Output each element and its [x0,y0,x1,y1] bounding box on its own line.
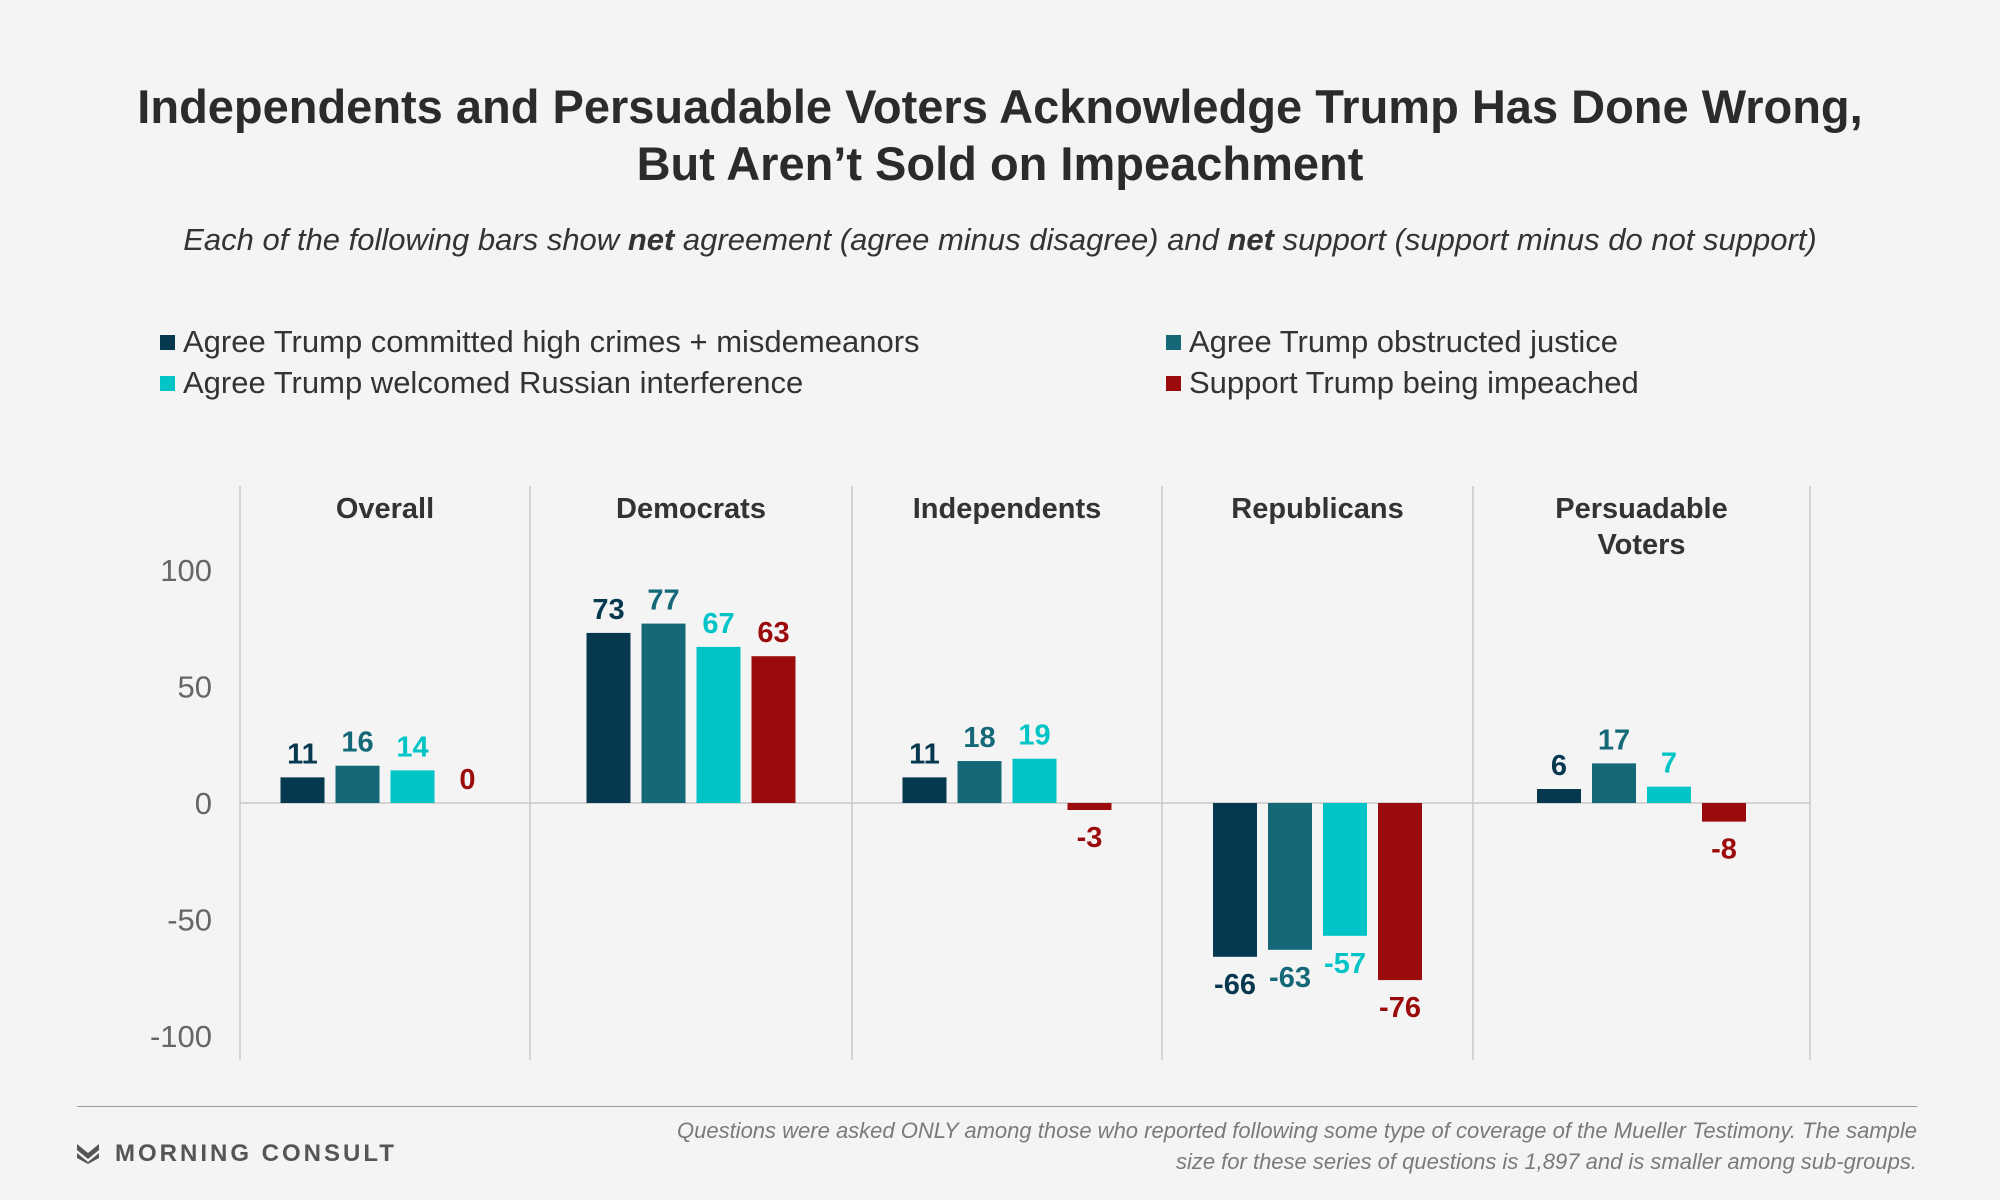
data-label: -66 [1214,969,1256,1001]
data-label: 17 [1598,724,1630,756]
bar [390,770,435,803]
data-label: 0 [459,764,475,796]
bar [1592,763,1636,803]
subtitle-bold-1: net [627,222,675,257]
legend-item-high-crimes: Agree Trump committed high crimes + misd… [160,324,920,360]
bar [957,761,1002,803]
legend-label-obstructed-justice: Agree Trump obstructed justice [1189,324,1619,359]
legend-swatch-high-crimes [160,334,175,350]
subtitle-part-3: support (support minus do not support) [1273,222,1817,257]
data-label: 11 [287,738,318,770]
footer-divider [77,1106,1917,1107]
bar [1213,803,1257,957]
y-tick-label: 0 [195,786,212,821]
y-tick-label: 50 [178,670,212,705]
data-label: 11 [909,738,940,770]
legend-swatch-impeached [1166,375,1181,391]
data-label: 63 [757,617,789,649]
data-label: 6 [1551,750,1567,782]
category-label: Republicans [1231,493,1403,525]
logo-text: MORNING CONSULT [115,1140,397,1167]
category-label: Independents [913,493,1102,525]
chart-title-line-2: But Aren’t Sold on Impeachment [636,137,1364,190]
bar [1012,758,1057,803]
footnote-line-1: Questions were asked ONLY among those wh… [676,1118,1917,1143]
y-tick-label: -50 [167,903,212,938]
bar [1378,803,1422,981]
data-label: 14 [396,731,428,763]
category-label: Overall [336,493,434,525]
footnote-line-2: size for these series of questions is 1,… [1175,1149,1917,1174]
data-label: 67 [702,608,734,640]
bar [696,646,741,803]
category-label: Democrats [616,493,766,525]
subtitle-part-1: Each of the following bars show [183,222,628,257]
chart-title-line-1: Independents and Persuadable Voters Ackn… [137,80,1863,133]
bar [751,656,796,803]
legend-item-obstructed-justice: Agree Trump obstructed justice [1166,324,1618,360]
data-label: -76 [1379,992,1421,1024]
data-label: 73 [592,594,624,626]
data-label: -57 [1324,948,1366,980]
bar [641,623,686,803]
bar [1647,786,1691,803]
data-label: 7 [1661,748,1677,780]
bar [1323,803,1367,936]
subtitle-part-2: agreement (agree minus disagree) and [674,222,1228,257]
legend-swatch-russian-interference [160,375,175,391]
chart-title: Independents and Persuadable Voters Ackn… [0,78,2000,192]
chart-subtitle: Each of the following bars show net agre… [0,222,2000,258]
legend-swatch-obstructed-justice [1166,334,1181,350]
legend-label-high-crimes: Agree Trump committed high crimes + misd… [183,324,920,359]
legend-item-russian-interference: Agree Trump welcomed Russian interferenc… [160,365,803,401]
footnote: Questions were asked ONLY among those wh… [497,1115,1917,1177]
legend-label-russian-interference: Agree Trump welcomed Russian interferenc… [183,365,804,400]
legend-label-impeached: Support Trump being impeached [1189,365,1639,400]
legend-item-impeached: Support Trump being impeached [1166,365,1639,401]
bar [1067,803,1112,810]
morning-consult-logo: MORNING CONSULT [77,1140,397,1168]
data-label: 16 [341,727,373,759]
y-tick-label: 100 [160,553,212,588]
data-label: -63 [1269,962,1311,994]
y-tick-label: -100 [150,1019,212,1054]
category-label: Voters [1597,529,1685,561]
morning-consult-m-icon [77,1144,99,1164]
bar [902,777,947,803]
bar [1702,803,1746,822]
bar [1537,789,1581,803]
bar [280,777,325,803]
category-label: Persuadable [1555,493,1727,525]
data-label: -3 [1077,822,1103,854]
bar [335,765,380,803]
data-label: -8 [1711,834,1737,866]
data-label: 18 [963,722,995,754]
bar [586,632,631,803]
data-label: 77 [647,585,679,617]
data-label: 19 [1018,720,1050,752]
subtitle-bold-2: net [1227,222,1274,257]
bar [1268,803,1312,950]
